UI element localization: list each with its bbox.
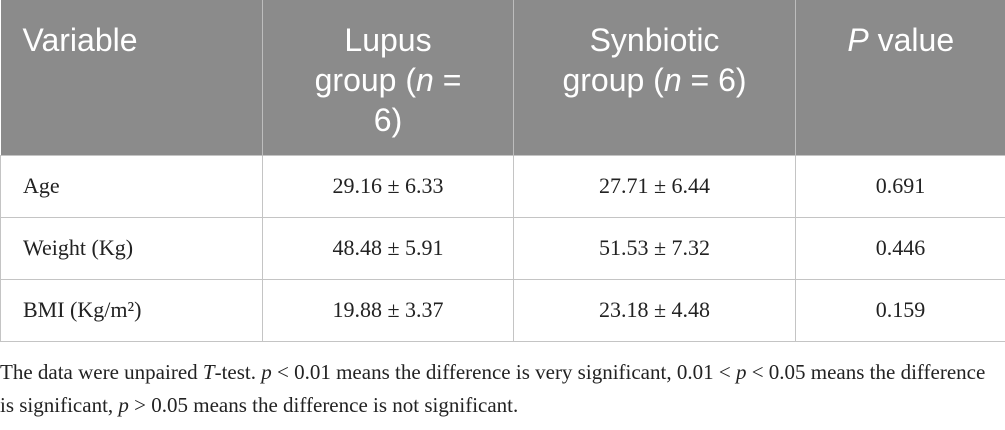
- footnote-text: -test.: [214, 359, 262, 384]
- header-text: = 6): [373, 62, 462, 138]
- header-cell: Variable: [0, 0, 263, 155]
- table-cell: 0.159: [795, 278, 1005, 342]
- header-text: value: [868, 22, 955, 58]
- footnote-text: < 0.05 means the difference is significa…: [0, 359, 986, 417]
- table-cell: BMI (Kg/m²): [0, 278, 263, 342]
- header-text: n: [663, 62, 682, 98]
- header-text: Synbiotic group (: [562, 22, 720, 98]
- table-body: Age 29.16 ± 6.33 27.71 ± 6.44 0.691 Weight (…: [0, 154, 1005, 342]
- header-row: Variable Lupus group (n = 6) Synbiotic gro…: [0, 0, 1005, 155]
- table-cell: 48.48 ± 5.91: [262, 216, 514, 280]
- header-text: Lupus group (: [314, 22, 432, 98]
- header-cell: Lupus group (n = 6): [262, 0, 514, 155]
- table-row: BMI (Kg/m²) 19.88 ± 3.37 23.18 ± 4.48 0.159: [0, 278, 1005, 342]
- footnote-text: p: [118, 392, 129, 417]
- footnote: The data were unpaired T-test. p < 0.01 …: [0, 356, 990, 422]
- footnote-text: p: [261, 359, 272, 384]
- table-cell: 29.16 ± 6.33: [262, 154, 514, 218]
- table-cell: Age: [0, 154, 263, 218]
- header-text: n: [416, 62, 434, 98]
- header-cell: Synbiotic group (n = 6): [513, 0, 796, 155]
- table-cell: 27.71 ± 6.44: [513, 154, 796, 218]
- header-text: P: [847, 22, 869, 58]
- footnote-text: The data were unpaired: [0, 359, 203, 384]
- table-cell: 51.53 ± 7.32: [513, 216, 796, 280]
- header-text: = 6): [681, 62, 747, 98]
- footnote-text: p: [735, 359, 747, 384]
- footnote-text: > 0.05 means the difference is not signi…: [128, 392, 519, 417]
- footnote-text: < 0.01 means the difference is very sign…: [271, 359, 736, 384]
- table-row: Age 29.16 ± 6.33 27.71 ± 6.44 0.691: [0, 154, 1005, 218]
- table-cell: 0.691: [795, 154, 1005, 218]
- footnote-text: T: [202, 359, 215, 384]
- table-cell: 19.88 ± 3.37: [262, 278, 514, 342]
- table-cell: 0.446: [795, 216, 1005, 280]
- header-text: Variable: [22, 22, 138, 58]
- table-cell: 23.18 ± 4.48: [513, 278, 796, 342]
- table-row: Weight (Kg) 48.48 ± 5.91 51.53 ± 7.32 0.446: [0, 216, 1005, 280]
- header-cell: P value: [795, 0, 1005, 155]
- table-cell: Weight (Kg): [0, 216, 263, 280]
- data-table: Variable Lupus group (n = 6) Synbiotic gro…: [0, 0, 1005, 342]
